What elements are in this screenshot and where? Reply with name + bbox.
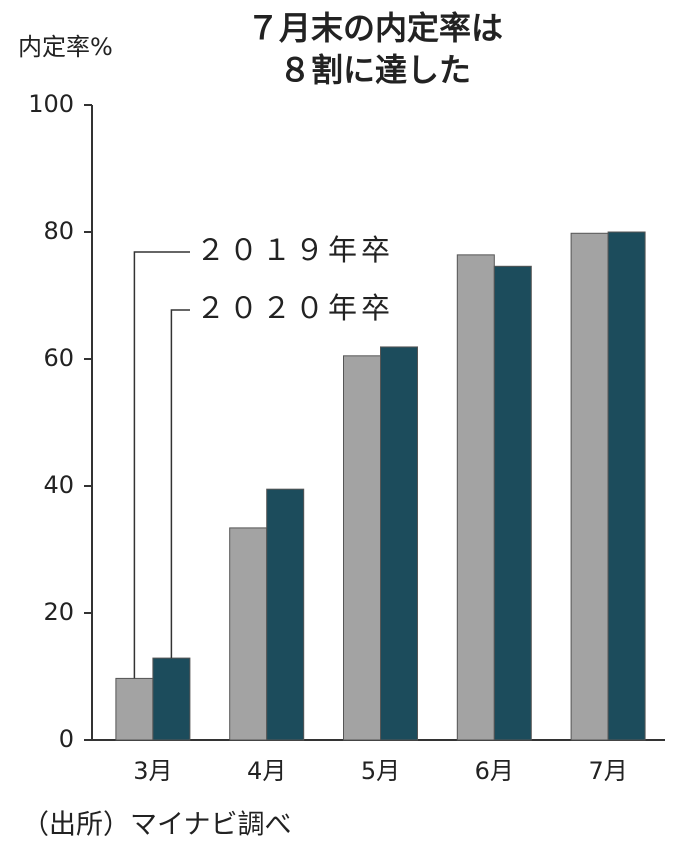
bar bbox=[266, 488, 305, 741]
legend-label: ２０２０年卒 bbox=[196, 291, 394, 325]
source-note: （出所）マイナビ調べ bbox=[22, 810, 291, 841]
y-tick-label: 40 bbox=[43, 471, 74, 499]
x-tick-label: 3月 bbox=[133, 757, 172, 785]
x-tick-label: 5月 bbox=[361, 757, 400, 785]
bar bbox=[115, 677, 154, 741]
bar bbox=[380, 346, 418, 741]
x-tick-label: 6月 bbox=[475, 757, 514, 785]
x-tick-label: 7月 bbox=[588, 757, 627, 785]
y-tick-label: 80 bbox=[43, 217, 74, 245]
y-tick-label: 60 bbox=[43, 344, 74, 372]
y-tick-label: 100 bbox=[28, 90, 74, 118]
legend-leader bbox=[133, 251, 190, 679]
bar bbox=[456, 254, 495, 741]
bar bbox=[343, 355, 381, 741]
legend-label: ２０１９年卒 bbox=[196, 233, 394, 267]
y-axis-label: 内定率% bbox=[18, 33, 113, 61]
chart-title: ８割に達した bbox=[279, 51, 471, 89]
y-tick-label: 20 bbox=[43, 598, 74, 626]
bar bbox=[229, 527, 268, 741]
x-tick-label: 4月 bbox=[247, 757, 286, 785]
y-tick-label: 0 bbox=[59, 725, 74, 753]
bar bbox=[607, 231, 646, 741]
chart-title: ７月末の内定率は bbox=[247, 9, 503, 47]
bar bbox=[493, 265, 532, 741]
bar bbox=[152, 657, 191, 741]
legend-leader bbox=[170, 309, 190, 659]
bar bbox=[570, 232, 609, 741]
